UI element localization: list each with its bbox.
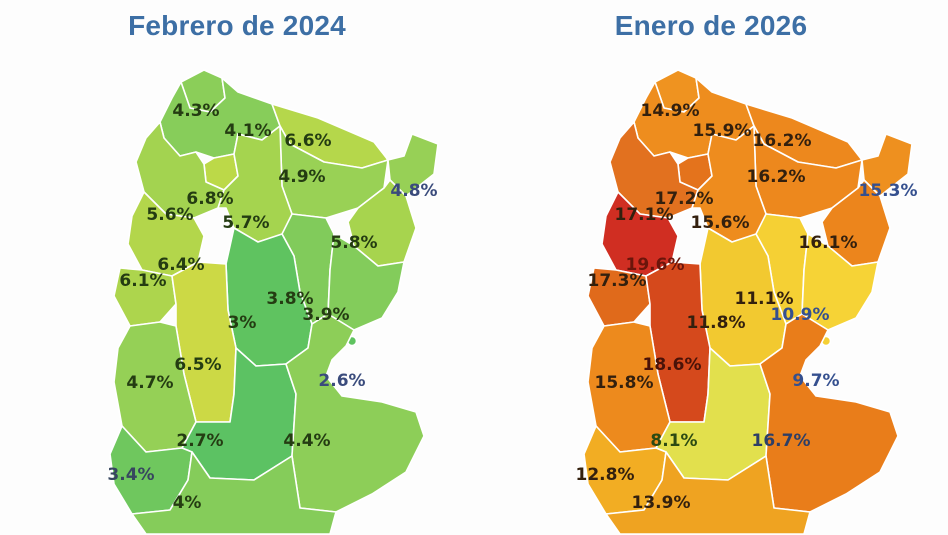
argentina-map-febrero-2024: 4.3%4.1% 6.6% 4.9% 4.8% 5.8% 6.8%5.6% 5.7% 3.8%… [107, 69, 439, 535]
region-value-larioja: 6.4% [157, 255, 204, 275]
region-corrientes [821, 179, 891, 267]
region-buenosaires [285, 313, 425, 513]
region-value-cordoba: 11.8% [687, 313, 746, 333]
region-value-cordoba: 3% [228, 313, 257, 333]
region-value-santiago: 15.6% [691, 213, 750, 233]
region-value-chaco: 16.2% [747, 167, 806, 187]
region-value-caba: 9.7% [792, 371, 839, 391]
region-entrerios [327, 233, 405, 331]
region-rionegro [131, 451, 337, 535]
region-entrerios [801, 233, 879, 331]
map-panel-febrero-2024: Febrero de 2024 4.3% 4.1% 6.6% 4.9% 4.8% 5.8%… [107, 10, 439, 535]
region-value-catamarca: 5.6% [146, 205, 193, 225]
region-value-buenosaires: 16.7% [752, 431, 811, 451]
region-value-rionegro: 13.9% [632, 493, 691, 513]
region-value-entrerios: 3.9% [302, 305, 349, 325]
region-value-santafe: 3.8% [266, 289, 313, 309]
map-panel-enero-2026: Enero de 2026 14.9% 15.9% 16.2% 16.2% 15.3% 1… [474, 0, 948, 535]
region-value-tucuman: 17.2% [655, 189, 714, 209]
region-value-neuquen: 3.4% [107, 465, 154, 485]
region-rionegro [605, 451, 811, 535]
map-title-left: Febrero de 2024 [128, 10, 346, 41]
region-value-misiones: 15.3% [859, 181, 918, 201]
region-value-neuquen: 12.8% [576, 465, 635, 485]
region-value-sanluis: 6.5% [174, 355, 221, 375]
region-value-lapampa: 2.7% [176, 431, 223, 451]
region-value-mendoza: 15.8% [595, 373, 654, 393]
region-corrientes [347, 179, 417, 267]
region-value-sanjuan: 6.1% [119, 271, 166, 291]
region-value-corrientes: 5.8% [330, 233, 377, 253]
map-title-right: Enero de 2026 [614, 10, 808, 41]
region-value-salta: 15.9% [693, 121, 752, 141]
region-value-jujuy: 4.3% [172, 101, 219, 121]
region-value-misiones: 4.8% [390, 181, 437, 201]
region-value-caba: 2.6% [318, 371, 365, 391]
region-value-larioja: 19.6% [626, 255, 685, 275]
argentina-map-enero-2026: 14.9%15.9% 16.2%16.2%15.3%16.1%17.2%17.1%… [576, 69, 918, 535]
region-value-corrientes: 16.1% [799, 233, 858, 253]
region-value-salta: 4.1% [224, 121, 271, 141]
region-value-santiago: 5.7% [222, 213, 269, 233]
region-value-mendoza: 4.7% [126, 373, 173, 393]
region-value-catamarca: 17.1% [615, 205, 674, 225]
region-value-santafe: 11.1% [735, 289, 794, 309]
region-buenosaires [759, 313, 899, 513]
region-value-formosa: 6.6% [284, 131, 331, 151]
region-value-sanjuan: 17.3% [588, 271, 647, 291]
region-value-tucuman: 6.8% [186, 189, 233, 209]
region-value-rionegro: 4% [173, 493, 202, 513]
region-value-sanluis: 18.6% [643, 355, 702, 375]
region-value-lapampa: 8.1% [650, 431, 697, 451]
region-value-jujuy: 14.9% [641, 101, 700, 121]
region-value-entrerios: 10.9% [771, 305, 830, 325]
region-value-buenosaires: 4.4% [283, 431, 330, 451]
region-value-formosa: 16.2% [753, 131, 812, 151]
region-value-chaco: 4.9% [278, 167, 325, 187]
